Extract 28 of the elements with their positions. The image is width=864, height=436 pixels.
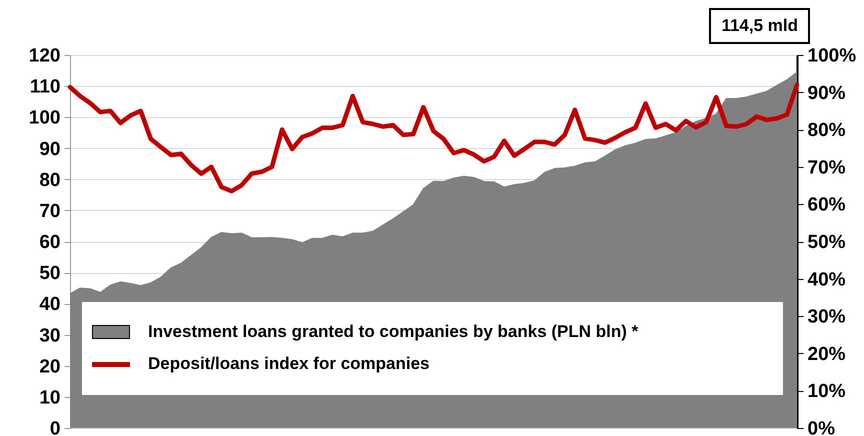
line-series bbox=[68, 82, 800, 194]
y-tick-label: 90 bbox=[39, 138, 60, 160]
y2-tick-label: 80% bbox=[808, 120, 846, 142]
y2-tick-label: 60% bbox=[808, 194, 846, 216]
series-label: Investment loans granted to companies by banks (PLN bln) * bbox=[148, 322, 638, 342]
y-tick-label: 80 bbox=[39, 170, 60, 191]
y-tick-label: 100 bbox=[28, 108, 60, 129]
y-tick-label: 110 bbox=[30, 76, 60, 98]
y2-tick-label: 50% bbox=[808, 232, 846, 253]
y2-tick-label: 40% bbox=[808, 269, 846, 290]
y2-tick-label: 10% bbox=[808, 381, 846, 402]
y-tick-label: 60 bbox=[39, 232, 60, 253]
y-tick-label: 40 bbox=[39, 294, 60, 316]
y2-tick-label: 20% bbox=[808, 344, 846, 365]
text: 114,5 mld bbox=[709, 8, 810, 44]
y-tick-label: 50 bbox=[39, 263, 60, 284]
y-tick-label: 70 bbox=[39, 200, 60, 222]
y-tick-label: 120 bbox=[28, 46, 60, 66]
y2-tick-label: 0% bbox=[808, 418, 836, 436]
y2-tick-label: 70% bbox=[808, 157, 846, 178]
y-tick-label: 10 bbox=[39, 387, 60, 408]
y2-tick-label: 100% bbox=[808, 46, 856, 66]
y-tick-label: 20 bbox=[39, 356, 60, 378]
y-tick-label: 0 bbox=[50, 418, 60, 436]
y2-tick-label: 30% bbox=[808, 306, 846, 328]
y-tick-label: 30 bbox=[39, 325, 60, 346]
y2-tick-label: 90% bbox=[808, 82, 846, 104]
legend-label: Deposit/loans index for companies bbox=[148, 354, 430, 374]
